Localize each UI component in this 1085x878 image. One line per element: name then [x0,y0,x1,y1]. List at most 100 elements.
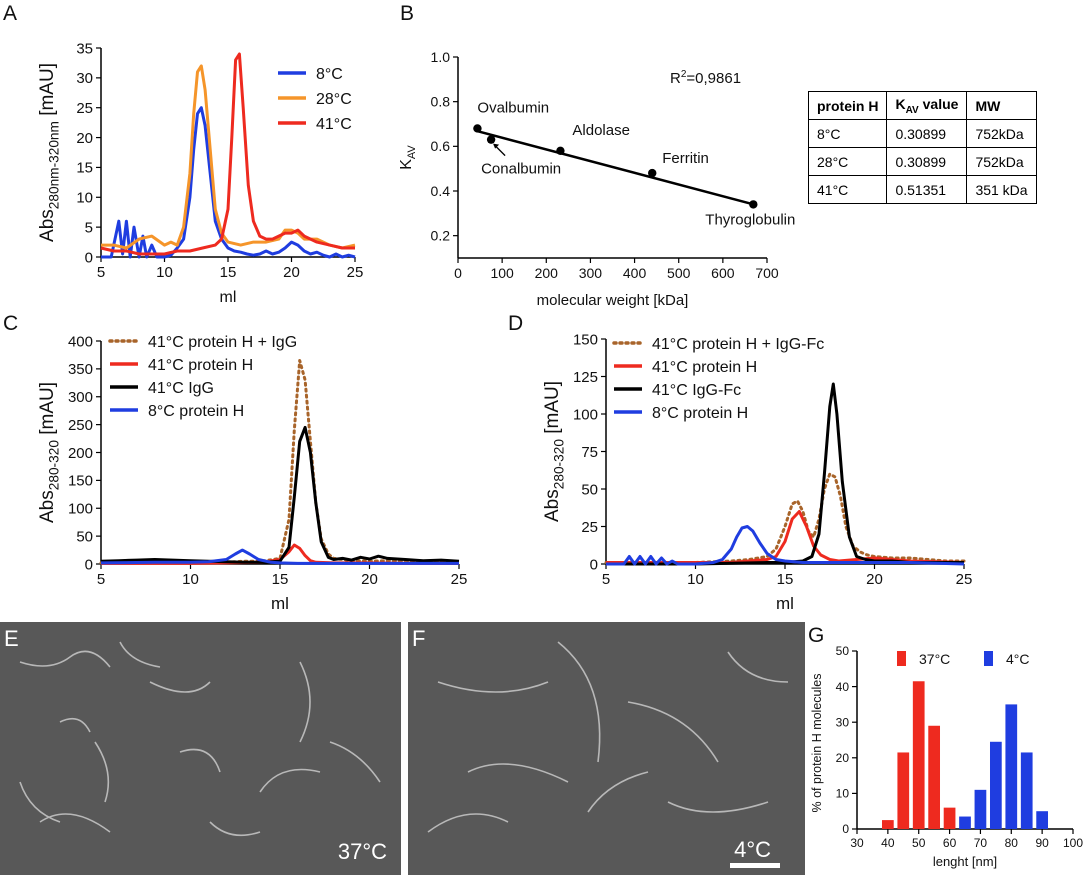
x-tick-label: 10 [156,264,173,281]
x-tick-label: 80 [1005,836,1019,850]
x-tick-label: 500 [667,265,691,281]
r2-annotation: R2=0,9861 [670,69,741,87]
data-point [648,168,657,178]
x-tick-label: 400 [623,265,647,281]
x-tick-label: 5 [97,264,105,281]
y-tick-label: 100 [68,501,93,518]
axes-c: 5 10 15 20 25050100150200250300350400mlAbs28… [37,333,467,613]
y-tick-label: 20 [836,751,850,765]
scale-bar [730,863,780,868]
series-line-brown [604,472,966,564]
y-tick-label: 0 [85,249,93,266]
y-tick-label: 35 [76,40,93,57]
table-cell: 0.51351 [886,175,968,204]
y-title-sub: 280-320 [47,440,62,491]
x-tick-label: 25 [451,571,468,588]
x-axis-title: ml [220,289,237,306]
kav-header-kav: KAV value [886,91,968,120]
bar-blue [959,816,971,829]
y-tick-label: 400 [68,333,93,350]
point-label: Conalbumin [481,161,561,178]
y-tick-label: 350 [68,361,93,378]
x-tick-label: 50 [912,836,926,850]
table-cell: 28°C [807,147,888,176]
y-tick-label: 50 [581,481,598,498]
legend-label: 41°C IgG [148,380,214,397]
series-line-red [606,510,965,564]
y-title-unit: [mAU] [37,382,58,440]
chart-a-y-axis-title: Abs280nm-320nm [mAU] [37,63,62,242]
axes-d: 5 10 15 20 25 0 25 50 75 100 125 150 ml Abs280-320 [m… [542,331,972,613]
r2-value: =0,9861 [686,70,741,87]
legend-swatch-blue [984,651,993,666]
legend-label: 37°C [919,651,950,667]
table-cell: 752kDa [966,147,1037,176]
axes-a: 5 10 15 20 2505101520253035mlAbs280nm-320nm … [37,40,363,306]
series-line-blue [101,106,356,259]
axes-b: 0 100 200 300 400 500 600 700 0.2 0.4 0.6 0.8 1.0 mol… [398,49,795,309]
kav-header-value: value [918,95,959,112]
r2-sup: 2 [681,69,687,80]
x-axis-title: lenght [nm] [933,854,997,869]
x-tick-label: 15 [272,571,289,588]
x-tick-label: 5 [602,571,610,588]
bar-blue [989,741,1002,829]
y-title-unit: [mAU] [542,381,563,439]
x-tick-label: 100 [490,265,514,281]
y-tick-label: 25 [76,100,93,117]
x-tick-label: 40 [881,836,895,850]
legend-label: 41°C protein H + IgG-Fc [652,336,824,353]
series-line-blue [100,548,459,565]
y-title-main: Abs [542,489,563,522]
panel-label-a: A [3,2,17,25]
series-line-black [100,425,460,564]
x-tick-label: 0 [454,265,462,281]
bar-red [928,725,941,829]
y-tick-label: 30 [76,70,93,87]
micrograph-e-fibers [19,641,381,837]
y-title-unit: [mAU] [37,63,58,121]
table-row: 28°C 0.30899 752kDa [807,147,1037,176]
y-tick-label: 75 [581,444,598,461]
y-tick-label: 0.2 [431,228,451,244]
kav-header-sub: AV [905,104,919,116]
bar-red [912,681,925,829]
table-cell: 0.30899 [886,147,968,176]
bar-blue [1036,811,1049,829]
y-tick-label: 20 [76,130,93,147]
x-axis-title: ml [271,594,289,613]
micrograph-e: 37°C [0,622,401,875]
table-cell: 351 kDa [966,175,1037,204]
x-tick-label: 700 [755,265,779,281]
kav-table: protein H KAV value MW 8°C 0.30899 752kD… [807,91,1037,204]
x-tick-label: 20 [361,571,378,588]
legend-label: 41°C protein H + IgG [148,334,297,351]
table-row: 8°C 0.30899 752kDa [807,119,1037,148]
kav-header-mw: MW [966,91,1037,120]
legend-label: 41°C protein H [652,359,757,376]
x-tick-label: 15 [777,571,794,588]
y-tick-label: 100 [573,406,598,423]
y-tick-label: 0.8 [431,94,451,110]
r2-prefix: R [670,70,681,87]
panel-label-c: C [3,312,18,335]
y-tick-label: 10 [76,190,93,207]
x-tick-label: 90 [1035,836,1049,850]
legend-label: 41°C protein H [148,357,253,374]
y-tick-label: 15 [76,160,93,177]
point-label: Thyroglobulin [705,211,795,228]
legend-label: 8°C protein H [148,403,244,420]
bar-blue [1020,752,1033,829]
plots-layer: 5 10 15 20 2505101520253035mlAbs280nm-320nm … [37,40,1083,869]
y-title-sub: AV [406,145,418,160]
x-tick-label: 300 [579,265,603,281]
y-tick-label: 0.6 [431,138,451,154]
point-label: Ferritin [662,150,709,167]
panel-label-g: G [808,624,824,647]
bar-blue [1005,704,1018,829]
bar-red [897,752,910,829]
kav-table-header-row: protein H KAV value MW [807,91,1037,120]
table-cell: 0.30899 [886,119,968,148]
micrograph-f-label: 4°C [734,837,771,862]
